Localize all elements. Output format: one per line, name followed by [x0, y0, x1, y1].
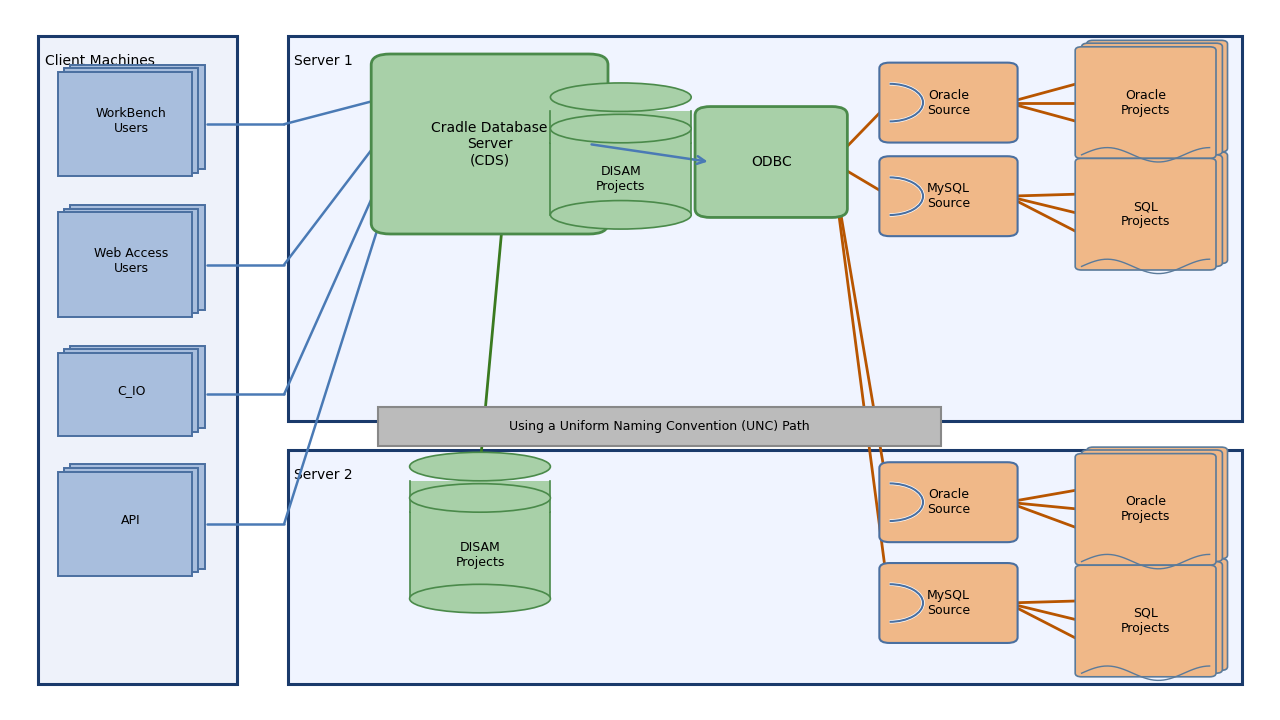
FancyBboxPatch shape	[64, 68, 198, 173]
FancyBboxPatch shape	[1082, 450, 1222, 562]
FancyBboxPatch shape	[1082, 155, 1222, 266]
Text: ODBC: ODBC	[751, 155, 791, 169]
FancyBboxPatch shape	[1075, 454, 1216, 565]
FancyBboxPatch shape	[64, 209, 198, 313]
Polygon shape	[550, 143, 691, 215]
FancyBboxPatch shape	[879, 563, 1018, 643]
Ellipse shape	[550, 83, 691, 112]
FancyBboxPatch shape	[1087, 152, 1228, 264]
Ellipse shape	[410, 452, 550, 481]
Text: SQL
Projects: SQL Projects	[1121, 200, 1170, 228]
Text: Cradle Database
Server
(CDS): Cradle Database Server (CDS)	[431, 121, 548, 167]
FancyBboxPatch shape	[70, 464, 205, 569]
Ellipse shape	[410, 484, 550, 512]
FancyBboxPatch shape	[1075, 158, 1216, 270]
FancyBboxPatch shape	[1082, 562, 1222, 673]
Text: MySQL
Source: MySQL Source	[927, 182, 970, 210]
FancyBboxPatch shape	[58, 72, 192, 176]
Polygon shape	[410, 512, 550, 598]
Text: Server 1: Server 1	[294, 54, 353, 68]
Text: Web Access
Users: Web Access Users	[93, 247, 169, 275]
FancyBboxPatch shape	[70, 346, 205, 428]
FancyBboxPatch shape	[58, 353, 192, 436]
FancyBboxPatch shape	[1075, 47, 1216, 158]
FancyBboxPatch shape	[879, 63, 1018, 143]
FancyBboxPatch shape	[695, 107, 847, 217]
FancyBboxPatch shape	[378, 407, 941, 446]
FancyBboxPatch shape	[38, 36, 237, 684]
Text: API: API	[122, 513, 141, 527]
Text: SQL
Projects: SQL Projects	[1121, 607, 1170, 635]
Text: DISAM
Projects: DISAM Projects	[596, 165, 645, 193]
FancyBboxPatch shape	[288, 36, 1242, 421]
Polygon shape	[550, 112, 691, 143]
FancyBboxPatch shape	[371, 54, 608, 234]
Text: Oracle
Projects: Oracle Projects	[1121, 89, 1170, 117]
FancyBboxPatch shape	[70, 205, 205, 310]
FancyBboxPatch shape	[879, 156, 1018, 236]
FancyBboxPatch shape	[1087, 559, 1228, 670]
FancyBboxPatch shape	[1082, 43, 1222, 155]
FancyBboxPatch shape	[1075, 565, 1216, 677]
FancyBboxPatch shape	[64, 468, 198, 572]
FancyBboxPatch shape	[879, 462, 1018, 542]
Text: Oracle
Source: Oracle Source	[927, 488, 970, 516]
Ellipse shape	[550, 114, 691, 143]
FancyBboxPatch shape	[58, 212, 192, 317]
Text: DISAM
Projects: DISAM Projects	[456, 541, 504, 570]
FancyBboxPatch shape	[64, 349, 198, 432]
Ellipse shape	[410, 585, 550, 613]
FancyBboxPatch shape	[288, 450, 1242, 684]
FancyBboxPatch shape	[58, 472, 192, 576]
Text: WorkBench
Users: WorkBench Users	[96, 107, 166, 135]
Text: Oracle
Source: Oracle Source	[927, 89, 970, 117]
FancyBboxPatch shape	[70, 65, 205, 169]
Text: C_IO: C_IO	[116, 384, 146, 397]
Polygon shape	[410, 481, 550, 512]
Text: Client Machines: Client Machines	[45, 54, 155, 68]
Ellipse shape	[550, 201, 691, 229]
Text: MySQL
Source: MySQL Source	[927, 589, 970, 617]
FancyBboxPatch shape	[1087, 40, 1228, 152]
FancyBboxPatch shape	[1087, 447, 1228, 559]
Text: Oracle
Projects: Oracle Projects	[1121, 495, 1170, 523]
Text: Server 2: Server 2	[294, 468, 353, 482]
Text: Using a Uniform Naming Convention (UNC) Path: Using a Uniform Naming Convention (UNC) …	[509, 420, 809, 433]
